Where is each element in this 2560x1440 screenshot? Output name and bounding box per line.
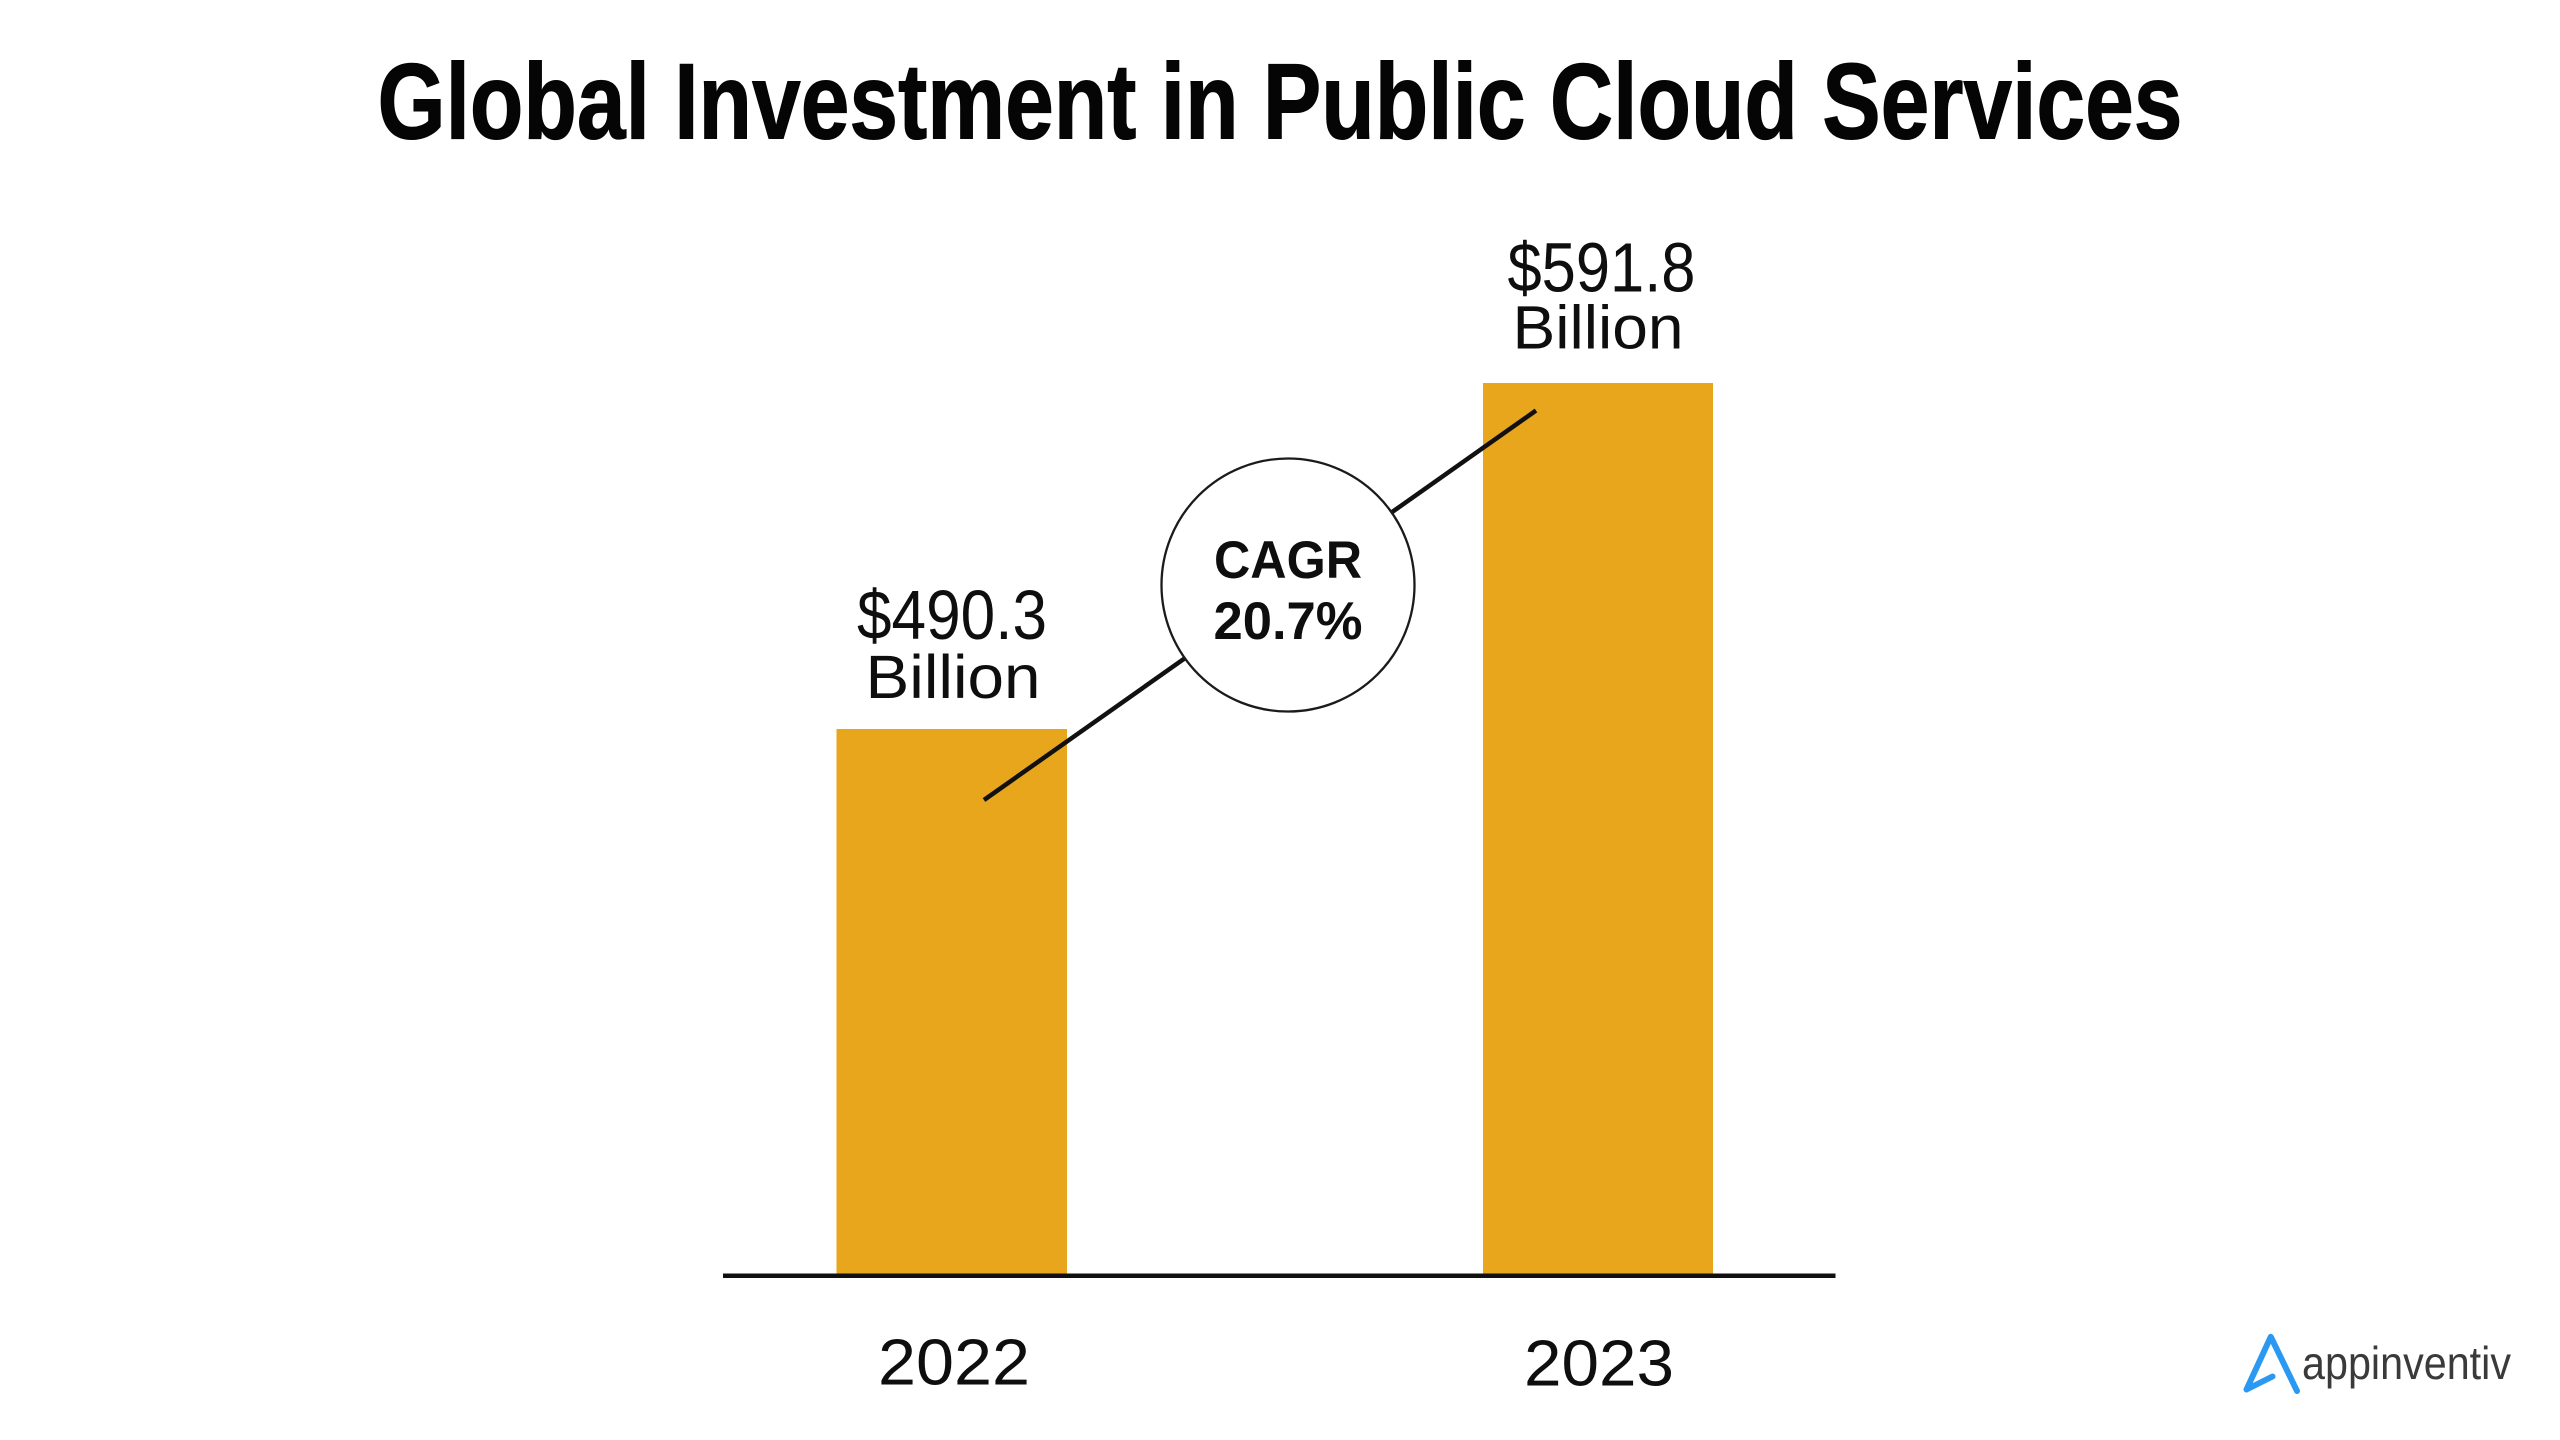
svg-text:2022: 2022	[878, 1326, 1030, 1399]
svg-text:$490.3: $490.3	[857, 576, 1047, 654]
svg-text:2023: 2023	[1524, 1327, 1674, 1400]
svg-text:CAGR: CAGR	[1214, 531, 1362, 590]
svg-text:20.7%: 20.7%	[1214, 592, 1363, 651]
svg-text:appinventiv: appinventiv	[2302, 1337, 2511, 1389]
svg-text:Global Investment in Public Cl: Global Investment in Public Cloud Servic…	[378, 41, 2183, 161]
svg-text:Billion: Billion	[866, 643, 1041, 711]
svg-text:Billion: Billion	[1513, 293, 1684, 361]
svg-text:$591.8: $591.8	[1508, 228, 1696, 306]
